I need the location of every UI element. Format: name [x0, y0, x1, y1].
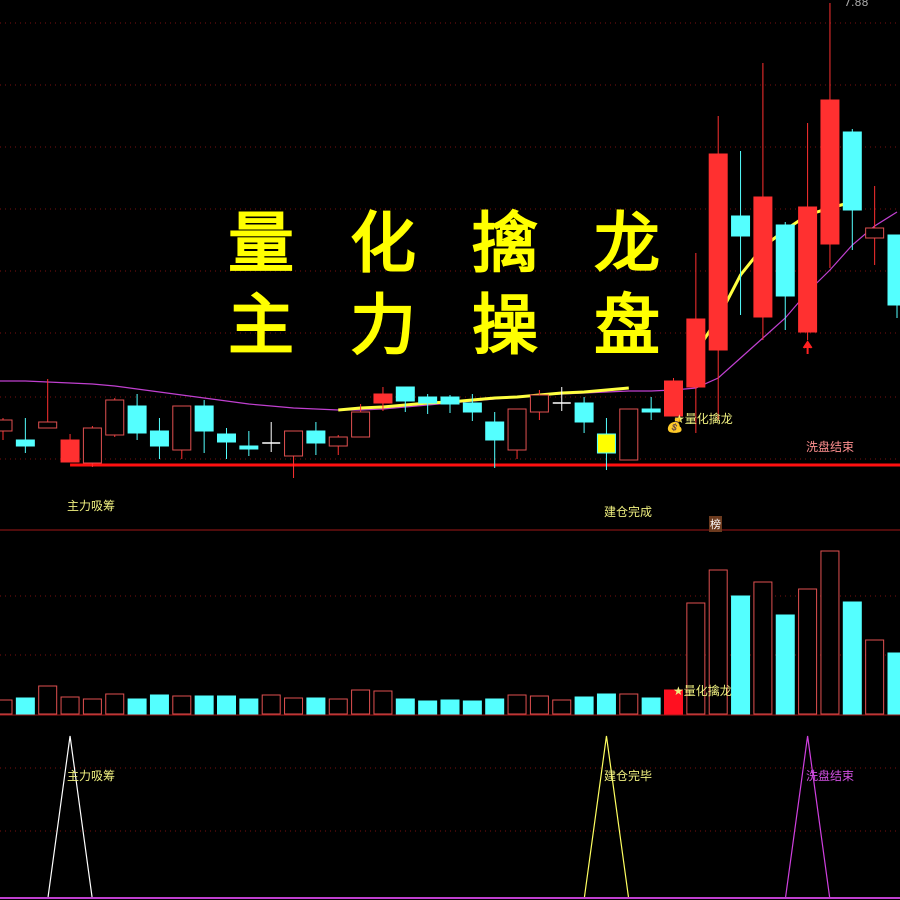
volume-bar — [664, 689, 683, 715]
volume-bar — [328, 698, 348, 715]
volume-bar — [887, 652, 900, 715]
volume-bar — [15, 697, 35, 715]
volume-bar — [373, 690, 393, 715]
candle-body — [507, 408, 527, 451]
volume-bar — [552, 699, 572, 715]
candle-body — [798, 206, 818, 333]
volume-bar — [261, 694, 281, 715]
candle-body — [529, 394, 549, 413]
candle-body — [596, 433, 616, 454]
candle-body — [574, 402, 594, 423]
candle-body — [217, 433, 236, 443]
volume-bar — [351, 689, 371, 715]
candle-body — [664, 380, 683, 417]
volume-bar — [775, 614, 795, 715]
volume-bar — [596, 693, 616, 715]
volume-bar — [38, 685, 58, 715]
label-signal: ★量化擒龙 — [674, 412, 733, 426]
candle-body — [485, 421, 505, 441]
price-high-label: 7.88 — [844, 0, 869, 9]
candle-body — [284, 430, 304, 457]
signal-spike — [785, 735, 831, 898]
candle-body — [0, 419, 13, 432]
volume-bar — [619, 693, 639, 715]
candle-body — [462, 402, 482, 413]
volume-bar — [753, 581, 773, 715]
candle-body — [686, 318, 706, 388]
volume-bar — [172, 695, 192, 715]
candle-body — [418, 396, 438, 404]
volume-bar — [239, 698, 259, 715]
candle-body — [194, 405, 214, 432]
volume-bar — [105, 693, 125, 715]
candle-body — [775, 224, 795, 297]
candle-body — [82, 427, 102, 464]
indicator-label-build-done: 建仓完毕 — [604, 769, 653, 783]
volume-bar — [418, 700, 438, 715]
candle-body — [842, 131, 862, 211]
candle-body — [641, 408, 661, 413]
volume-bar — [462, 700, 482, 715]
candle-body — [351, 411, 371, 438]
volume-bar — [529, 695, 549, 715]
volume-bar — [686, 602, 706, 715]
candle-body — [149, 430, 169, 447]
volume-bar — [60, 696, 80, 715]
label-accumulate: 主力吸筹 — [67, 499, 116, 513]
signal-spike — [583, 735, 630, 898]
volume-bar — [284, 697, 304, 715]
up-arrow-icon — [802, 340, 813, 354]
volume-bar — [731, 595, 751, 715]
volume-bar — [395, 698, 415, 715]
volume-bar — [641, 697, 661, 715]
candle-body — [820, 99, 840, 245]
title-line-1: 量化擒龙 — [228, 205, 716, 282]
candle-body — [440, 396, 460, 405]
candle-body — [373, 393, 393, 404]
volume-bar — [798, 588, 818, 715]
volume-bar — [865, 639, 885, 715]
label-build-done: 建仓完成 — [604, 505, 653, 519]
candle-body — [306, 430, 326, 444]
volume-bar — [0, 699, 13, 715]
candle-body — [708, 153, 728, 351]
candle-body — [865, 227, 885, 239]
volume-bar — [194, 695, 214, 715]
volume-bar — [574, 696, 594, 715]
signal-spike — [47, 735, 93, 898]
candle-body — [753, 196, 773, 318]
label-wash-end: 洗盘结束 — [806, 440, 855, 454]
candle-body — [127, 405, 147, 434]
volume-bar — [507, 694, 527, 715]
candle-body — [731, 215, 751, 237]
rank-badge[interactable]: 榜 — [709, 516, 722, 532]
volume-bar — [127, 698, 147, 715]
volume-signal-label: ★量化擒龙 — [673, 684, 732, 698]
volume-bar — [440, 699, 460, 715]
volume-bar — [149, 694, 169, 715]
candle-body — [15, 439, 35, 447]
volume-bar — [82, 698, 102, 715]
volume-bar — [708, 569, 728, 715]
candle-body — [172, 405, 192, 451]
candle-body — [619, 408, 639, 461]
indicator-label-wash-end: 洗盘结束 — [806, 769, 855, 783]
candle-body — [395, 386, 415, 402]
volume-bar — [820, 550, 840, 715]
volume-bar — [217, 695, 236, 715]
volume-bar — [485, 698, 505, 715]
money-bag-icon: 💰 — [666, 418, 684, 434]
candle-body — [60, 439, 80, 463]
volume-bar — [842, 601, 862, 715]
fast-average-line — [338, 386, 629, 412]
candle-body — [887, 234, 900, 306]
candle-body — [38, 421, 58, 429]
candle-body — [328, 436, 348, 447]
title-line-2: 主力操盘 — [228, 287, 716, 364]
volume-bar — [306, 697, 326, 715]
candle-body — [239, 445, 259, 450]
candle-body — [105, 399, 125, 436]
indicator-label-accumulate: 主力吸筹 — [67, 769, 116, 783]
